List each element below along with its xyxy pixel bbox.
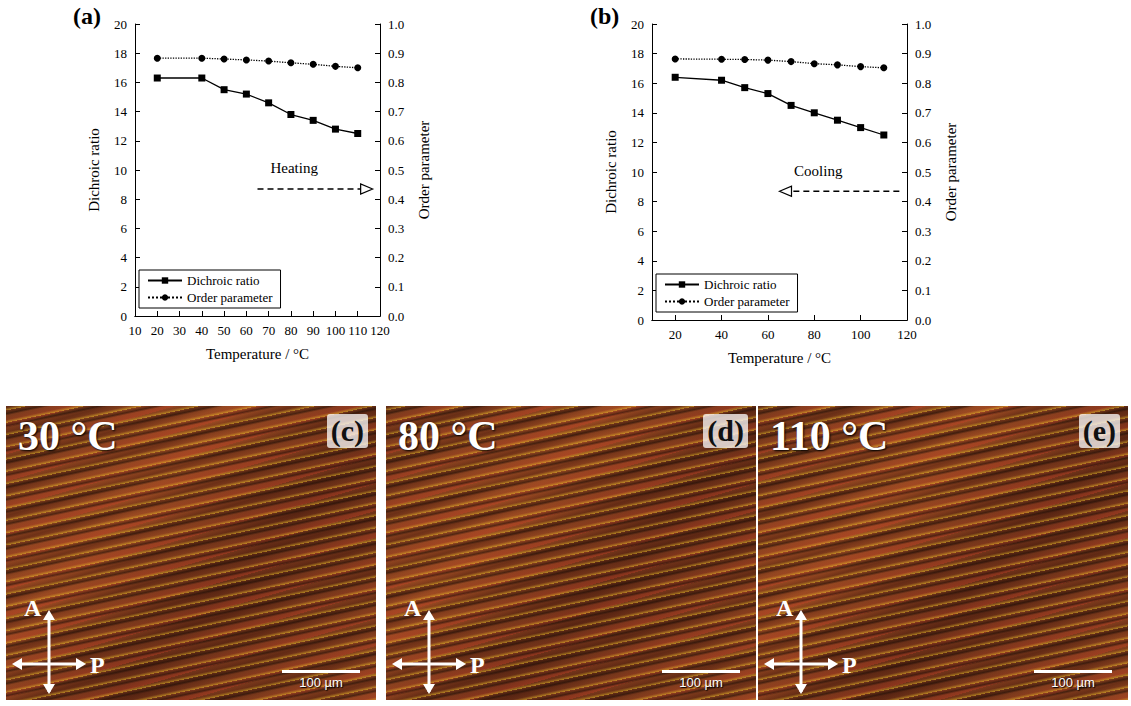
svg-text:90: 90 [307, 323, 320, 338]
svg-text:(b): (b) [590, 3, 619, 29]
svg-text:14: 14 [114, 104, 128, 119]
svg-text:P: P [842, 652, 857, 678]
svg-text:20: 20 [631, 17, 644, 32]
svg-text:0.8: 0.8 [388, 75, 404, 90]
svg-text:60: 60 [761, 327, 774, 342]
svg-text:Dichroic ratio: Dichroic ratio [704, 277, 777, 292]
svg-text:110: 110 [348, 323, 367, 338]
svg-text:12: 12 [631, 135, 644, 150]
svg-text:0.5: 0.5 [915, 165, 931, 180]
svg-text:0.0: 0.0 [915, 313, 931, 328]
svg-text:50: 50 [218, 323, 231, 338]
svg-text:0.4: 0.4 [915, 194, 932, 209]
svg-text:0.4: 0.4 [388, 192, 405, 207]
svg-text:18: 18 [631, 46, 644, 61]
svg-text:10: 10 [129, 323, 142, 338]
svg-text:Heating: Heating [270, 160, 318, 176]
svg-text:20: 20 [114, 17, 127, 32]
svg-text:80: 80 [284, 323, 297, 338]
svg-text:Order parameter: Order parameter [416, 121, 432, 220]
svg-text:P: P [470, 652, 485, 678]
svg-text:0.6: 0.6 [915, 135, 932, 150]
svg-text:0.1: 0.1 [388, 279, 404, 294]
svg-text:20: 20 [669, 327, 682, 342]
svg-text:18: 18 [114, 46, 127, 61]
svg-text:100: 100 [326, 323, 346, 338]
svg-text:4: 4 [638, 253, 645, 268]
svg-text:Order parameter: Order parameter [187, 290, 273, 305]
svg-text:120: 120 [897, 327, 917, 342]
svg-text:0.6: 0.6 [388, 133, 405, 148]
svg-text:70: 70 [262, 323, 275, 338]
html-text:100 µm: 100 µm [299, 675, 343, 690]
svg-text:40: 40 [195, 323, 208, 338]
svg-text:(a): (a) [73, 3, 101, 29]
svg-text:0.3: 0.3 [915, 224, 931, 239]
html-text:80 °C: 80 °C [398, 413, 498, 459]
svg-text:16: 16 [114, 75, 128, 90]
svg-text:8: 8 [638, 194, 645, 209]
svg-text:0.0: 0.0 [388, 309, 404, 324]
html-text:100 µm: 100 µm [1051, 675, 1095, 690]
svg-text:6: 6 [121, 221, 128, 236]
svg-text:0.3: 0.3 [388, 221, 404, 236]
svg-text:0.7: 0.7 [388, 104, 405, 119]
svg-text:Dichroic ratio: Dichroic ratio [86, 128, 102, 212]
svg-text:P: P [90, 652, 105, 678]
html-text:(e): (e) [1082, 414, 1116, 447]
html-text:(c): (c) [330, 414, 364, 447]
svg-text:0.8: 0.8 [915, 76, 931, 91]
html-text:30 °C: 30 °C [18, 413, 118, 459]
svg-text:30: 30 [173, 323, 186, 338]
svg-text:Temperature / °C: Temperature / °C [206, 346, 309, 362]
svg-text:0.7: 0.7 [915, 105, 932, 120]
svg-text:0.9: 0.9 [915, 46, 931, 61]
svg-text:0.2: 0.2 [388, 250, 404, 265]
svg-text:12: 12 [114, 133, 127, 148]
svg-text:0.1: 0.1 [915, 283, 931, 298]
svg-text:Order parameter: Order parameter [704, 294, 790, 309]
svg-text:1.0: 1.0 [388, 17, 404, 32]
svg-text:Temperature / °C: Temperature / °C [728, 350, 831, 366]
svg-text:Order parameter: Order parameter [943, 123, 959, 222]
svg-text:A: A [404, 595, 422, 621]
html-text:110 °C: 110 °C [770, 413, 889, 459]
svg-text:100: 100 [851, 327, 871, 342]
svg-text:0: 0 [121, 309, 128, 324]
svg-text:14: 14 [631, 105, 645, 120]
svg-text:A: A [24, 595, 42, 621]
svg-text:1.0: 1.0 [915, 17, 931, 32]
svg-text:120: 120 [370, 323, 390, 338]
svg-text:20: 20 [151, 323, 164, 338]
svg-text:60: 60 [240, 323, 253, 338]
svg-text:2: 2 [121, 279, 128, 294]
svg-text:80: 80 [808, 327, 821, 342]
svg-text:10: 10 [631, 165, 644, 180]
svg-text:6: 6 [638, 224, 645, 239]
svg-text:40: 40 [715, 327, 728, 342]
svg-text:Dichroic ratio: Dichroic ratio [187, 273, 260, 288]
svg-text:4: 4 [121, 250, 128, 265]
svg-text:8: 8 [121, 192, 128, 207]
svg-text:2: 2 [638, 283, 645, 298]
svg-text:Cooling: Cooling [794, 163, 843, 179]
svg-text:0.5: 0.5 [388, 163, 404, 178]
svg-text:0: 0 [638, 313, 645, 328]
svg-text:0.9: 0.9 [388, 46, 404, 61]
html-text:(d): (d) [707, 414, 744, 447]
svg-text:10: 10 [114, 163, 127, 178]
svg-text:0.2: 0.2 [915, 253, 931, 268]
svg-text:Dichroic ratio: Dichroic ratio [603, 130, 619, 214]
html-text:100 µm: 100 µm [679, 675, 723, 690]
svg-text:A: A [776, 595, 794, 621]
svg-text:16: 16 [631, 76, 645, 91]
